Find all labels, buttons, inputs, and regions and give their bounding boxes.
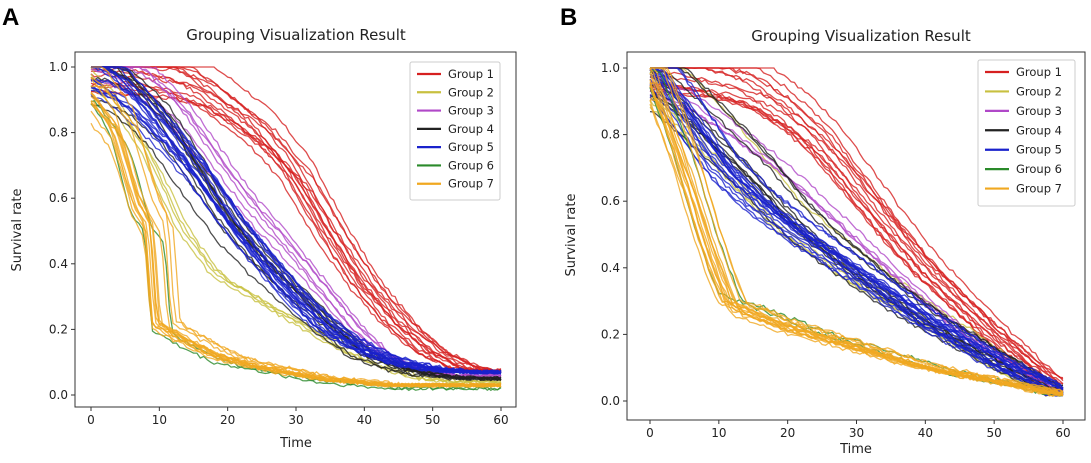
legend-label: Group 6 — [1016, 162, 1062, 176]
series-line-group-5 — [649, 73, 1064, 394]
legend-label: Group 5 — [1016, 143, 1062, 157]
series-line-group-5 — [91, 66, 502, 375]
x-tick-label: 10 — [152, 413, 167, 427]
y-tick-label: 1.0 — [49, 60, 68, 74]
series-line-group-2 — [90, 73, 502, 384]
x-tick-label: 30 — [288, 413, 303, 427]
legend-label: Group 7 — [1016, 182, 1062, 196]
y-tick-label: 0.8 — [601, 128, 620, 142]
series-line-group-5 — [649, 73, 1064, 391]
series-line-group-1 — [91, 66, 502, 374]
x-ticks: 0 10 20 30 40 50 60 — [87, 407, 509, 427]
legend-label: Group 1 — [448, 67, 494, 81]
x-tick-label: 30 — [849, 426, 864, 440]
panel-letter-b: B — [560, 4, 578, 31]
x-tick-label: 0 — [87, 413, 95, 427]
x-tick-label: 60 — [493, 413, 508, 427]
chart-title: Grouping Visualization Result — [186, 26, 406, 44]
series-line-group-7 — [650, 67, 1064, 393]
chart-a: Grouping Visualization Result 0.00.20.40… — [10, 26, 517, 451]
series-line-group-1 — [650, 67, 1064, 393]
series-line-group-7 — [650, 81, 1064, 394]
series-line-group-1 — [649, 83, 1064, 379]
y-tick-label: 0.4 — [601, 261, 620, 275]
series-line-group-5 — [649, 68, 1064, 390]
y-tick-label: 0.2 — [601, 327, 620, 341]
legend-label: Group 2 — [1016, 84, 1062, 98]
legend-label: Group 3 — [448, 104, 494, 118]
series-line-group-6 — [90, 99, 502, 392]
x-tick-label: 50 — [987, 426, 1002, 440]
x-tick-label: 20 — [780, 426, 795, 440]
series-line-group-7 — [90, 91, 502, 388]
series-line-group-1 — [649, 87, 1064, 390]
series-line-group-7 — [650, 67, 1064, 395]
legend-label: Group 2 — [448, 85, 494, 99]
series-line-group-5 — [650, 67, 1064, 397]
plot-frame — [74, 51, 517, 408]
chart-title: Grouping Visualization Result — [751, 27, 971, 45]
legend-label: Group 4 — [1016, 123, 1062, 137]
series-line-group-1 — [90, 73, 502, 372]
legend-label: Group 7 — [448, 177, 494, 191]
y-tick-label: 0.0 — [601, 394, 620, 408]
plot-frame — [626, 51, 1086, 421]
legend-label: Group 6 — [448, 158, 494, 172]
series-line-group-5 — [650, 67, 1064, 389]
legend-label: Group 3 — [1016, 104, 1062, 118]
x-axis-label: Time — [279, 436, 312, 451]
series-line-group-1 — [649, 90, 1064, 385]
panel-letter-a: A — [2, 4, 20, 31]
x-tick-label: 10 — [711, 426, 726, 440]
legend-label: Group 4 — [448, 122, 494, 136]
x-tick-label: 60 — [1055, 426, 1070, 440]
legend-label: Group 1 — [1016, 65, 1062, 79]
series-lines — [649, 67, 1064, 397]
series-line-group-5 — [90, 93, 502, 375]
series-line-group-1 — [90, 68, 502, 375]
legend: Group 1 Group 2 Group 3 Group 4 Group 5 Group… — [977, 59, 1076, 207]
series-line-group-5 — [90, 78, 502, 375]
x-tick-label: 40 — [357, 413, 372, 427]
series-line-group-1 — [90, 78, 502, 375]
y-ticks: 0.0 0.2 0.4 0.6 0.8 1.0 — [601, 61, 627, 408]
y-tick-label: 0.6 — [49, 191, 68, 205]
y-tick-label: 0.6 — [601, 194, 620, 208]
x-axis-label: Time — [839, 442, 872, 457]
y-ticks: 0.0 0.2 0.4 0.6 0.8 1.0 — [49, 60, 75, 402]
legend: Group 1 Group 2 Group 3 Group 4 Group 5 Group… — [409, 61, 501, 201]
x-tick-label: 40 — [918, 426, 933, 440]
y-tick-label: 0.4 — [49, 257, 68, 271]
chart-b: Grouping Visualization Result 0.00.20.40… — [564, 27, 1086, 457]
y-axis-label: Survival rate — [564, 194, 579, 277]
x-tick-label: 0 — [646, 426, 654, 440]
series-line-group-7 — [649, 85, 1064, 397]
series-line-group-5 — [649, 68, 1064, 397]
y-tick-label: 1.0 — [601, 61, 620, 75]
series-lines — [90, 66, 502, 392]
y-tick-label: 0.0 — [49, 388, 68, 402]
x-tick-label: 20 — [220, 413, 235, 427]
y-tick-label: 0.8 — [49, 126, 68, 140]
x-ticks: 0 10 20 30 40 50 60 — [646, 420, 1071, 440]
legend-label: Group 5 — [448, 140, 494, 154]
series-line-group-2 — [90, 85, 502, 385]
series-line-group-4 — [90, 103, 502, 381]
series-line-group-4 — [650, 67, 1064, 391]
y-axis-label: Survival rate — [10, 189, 25, 272]
y-tick-label: 0.2 — [49, 322, 68, 336]
x-tick-label: 50 — [425, 413, 440, 427]
series-line-group-1 — [90, 67, 502, 374]
